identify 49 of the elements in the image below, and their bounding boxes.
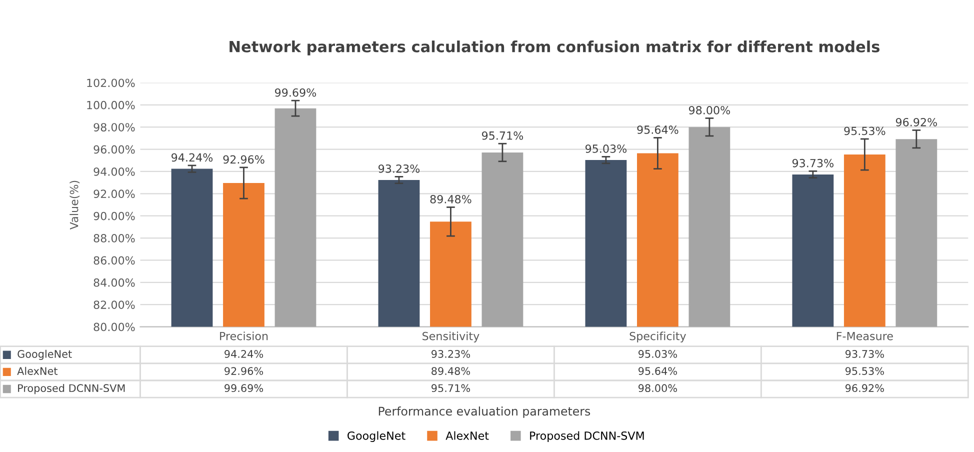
text: Performance evaluation parameters <box>378 406 590 418</box>
x-tick-label: Specificity <box>630 332 686 342</box>
text: Proposed DCNN-SVM <box>18 384 125 394</box>
data-label: 99.69% <box>224 384 264 392</box>
y-axis-title: Value(%) <box>70 180 80 230</box>
y-tick-label: 82.00% <box>94 300 135 309</box>
data-label: 93.23% <box>432 350 470 358</box>
text: 95.03% <box>585 144 627 153</box>
y-tick-label: 88.00% <box>94 234 135 242</box>
data-label: 92.96% <box>224 367 264 375</box>
text: 95.71% <box>482 131 524 140</box>
data-label: 95.64% <box>638 367 677 375</box>
data-label: 95.53% <box>845 367 884 375</box>
x-tick-label: Precision <box>220 332 268 340</box>
data-label: 98.00% <box>638 384 677 392</box>
y-tick-label: 96.00% <box>94 145 135 154</box>
x-tick-label: F-Measure <box>836 332 893 340</box>
text: 93.73% <box>792 158 834 168</box>
text: 95.64% <box>637 126 678 134</box>
data-label: 95.03% <box>638 350 677 358</box>
y-tick-label: 92.00% <box>94 190 135 198</box>
legend-label: AlexNet <box>446 431 489 440</box>
text: 94.24% <box>172 153 213 162</box>
text: 96.92% <box>896 118 937 126</box>
text: 95.53% <box>844 126 886 136</box>
text: AlexNet <box>17 366 58 375</box>
data-label: 93.73% <box>845 350 884 358</box>
y-tick-label: 94.00% <box>94 167 135 176</box>
text: 89.48% <box>430 194 472 204</box>
text: 99.69% <box>275 88 316 97</box>
text: GoogleNet <box>18 350 72 360</box>
legend-label: Proposed DCNN-SVM <box>530 431 644 442</box>
data-label: 95.71% <box>432 384 470 392</box>
text: 93.23% <box>378 164 420 173</box>
text: 98.00% <box>688 106 730 114</box>
y-tick-label: 80.00% <box>94 322 135 332</box>
y-tick-label: 86.00% <box>94 256 135 265</box>
y-tick-label: 90.00% <box>94 212 135 220</box>
y-tick-label: 84.00% <box>94 278 135 287</box>
chart-title: Network parameters calculation from confusion matrix for different models <box>230 40 880 56</box>
data-label: 94.24% <box>224 350 264 358</box>
text: 92.96% <box>223 155 264 164</box>
y-tick-label: 102.00% <box>87 78 135 88</box>
data-label: 89.48% <box>432 367 470 375</box>
y-tick-label: 98.00% <box>94 123 135 132</box>
x-tick-label: Sensitivity <box>422 332 480 342</box>
y-tick-label: 100.00% <box>87 100 135 110</box>
legend-label: GoogleNet <box>348 431 406 442</box>
data-label: 96.92% <box>845 384 884 392</box>
